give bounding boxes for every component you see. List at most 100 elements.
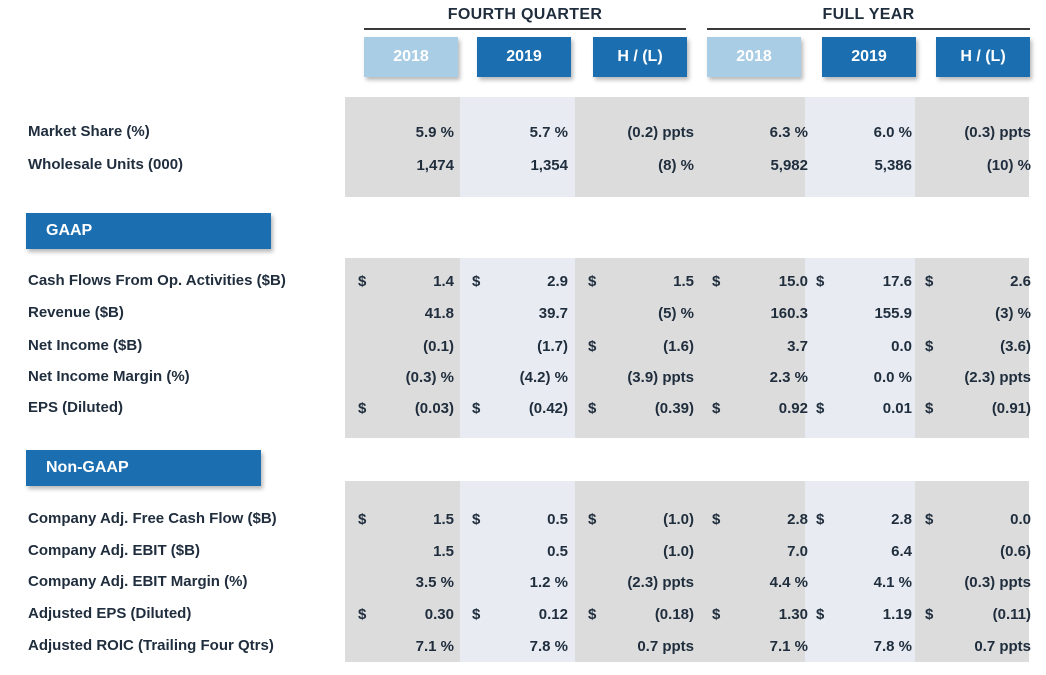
table-cell: $1.30 <box>706 604 814 624</box>
cell-value: (0.03) <box>414 399 454 417</box>
cell-value: 2.8 <box>787 510 808 528</box>
cell-value: 0.01 <box>882 399 912 417</box>
column-band <box>460 258 575 438</box>
row-label: Adjusted EPS (Diluted) <box>28 605 192 622</box>
cell-value: 0.92 <box>778 399 808 417</box>
currency-symbol: $ <box>472 510 481 528</box>
table-cell: (0.1) <box>352 336 460 356</box>
table-cell: 3.5 % <box>352 572 460 592</box>
row-label: Market Share (%) <box>28 123 150 140</box>
cell-value: 7.1 % <box>415 637 454 655</box>
currency-symbol: $ <box>712 605 721 623</box>
table-cell: (5) % <box>582 303 700 323</box>
column-band <box>575 481 703 662</box>
column-header: H / (L) <box>593 37 687 77</box>
table-cell: (0.6) <box>919 541 1037 561</box>
cell-value: 1.5 <box>673 272 694 290</box>
cell-value: 2.6 <box>1010 272 1031 290</box>
cell-value: 41.8 <box>424 304 454 322</box>
cell-value: (0.3) ppts <box>964 573 1031 591</box>
table-cell: $0.5 <box>466 509 574 529</box>
currency-symbol: $ <box>588 510 597 528</box>
cell-value: 7.8 % <box>873 637 912 655</box>
table-cell: (0.2) ppts <box>582 122 700 142</box>
currency-symbol: $ <box>925 272 934 290</box>
currency-symbol: $ <box>472 272 481 290</box>
table-cell: 1.2 % <box>466 572 574 592</box>
column-band <box>805 481 915 662</box>
table-cell: $17.6 <box>810 271 918 291</box>
cell-value: 15.0 <box>778 272 808 290</box>
column-header: H / (L) <box>936 37 1030 77</box>
column-band <box>575 258 703 438</box>
column-band <box>915 481 1029 662</box>
cell-value: (3.6) <box>1000 337 1031 355</box>
table-cell: 5.7 % <box>466 122 574 142</box>
row-label: Cash Flows From Op. Activities ($B) <box>28 272 286 289</box>
table-cell: (1.0) <box>582 541 700 561</box>
cell-value: 5.9 % <box>415 123 454 141</box>
cell-value: 0.7 ppts <box>974 637 1031 655</box>
currency-symbol: $ <box>925 399 934 417</box>
cell-value: 1.5 <box>433 510 454 528</box>
cell-value: 7.8 % <box>529 637 568 655</box>
table-cell: (0.3) % <box>352 367 460 387</box>
cell-value: (0.11) <box>992 605 1031 623</box>
table-cell: 0.5 <box>466 541 574 561</box>
table-cell: 3.7 <box>706 336 814 356</box>
cell-value: (1.7) <box>537 337 568 355</box>
table-cell: 7.1 % <box>706 636 814 656</box>
row-label: Net Income Margin (%) <box>28 368 190 385</box>
column-header: 2018 <box>364 37 458 77</box>
cell-value: (4.2) % <box>519 368 568 386</box>
table-cell: $2.8 <box>810 509 918 529</box>
table-cell: 7.0 <box>706 541 814 561</box>
table-cell: 5,982 <box>706 155 814 175</box>
cell-value: (0.3) % <box>405 368 454 386</box>
table-cell: 6.4 <box>810 541 918 561</box>
table-cell: $ (0.42) <box>466 398 574 418</box>
table-cell: 1.5 <box>352 541 460 561</box>
cell-value: (10) % <box>986 156 1031 174</box>
table-cell: $ (3.6) <box>919 336 1037 356</box>
cell-value: (0.3) ppts <box>964 123 1031 141</box>
table-cell: $ (0.39) <box>582 398 700 418</box>
column-band <box>703 97 805 197</box>
row-label: Company Adj. EBIT ($B) <box>28 542 200 559</box>
cell-value: 0.0 % <box>873 368 912 386</box>
column-band <box>345 258 460 438</box>
currency-symbol: $ <box>816 510 825 528</box>
table-cell: $1.19 <box>810 604 918 624</box>
cell-value: (3) % <box>995 304 1031 322</box>
currency-symbol: $ <box>358 605 367 623</box>
currency-symbol: $ <box>712 510 721 528</box>
cell-value: (1.0) <box>663 510 694 528</box>
table-cell: $0.92 <box>706 398 814 418</box>
cell-value: 7.0 <box>787 542 808 560</box>
table-cell: 39.7 <box>466 303 574 323</box>
column-band <box>460 481 575 662</box>
currency-symbol: $ <box>588 337 597 355</box>
currency-symbol: $ <box>816 272 825 290</box>
currency-symbol: $ <box>472 399 481 417</box>
table-cell: 5.9 % <box>352 122 460 142</box>
cell-value: 0.7 ppts <box>637 637 694 655</box>
table-cell: 0.7 ppts <box>919 636 1037 656</box>
table-cell: $ (0.03) <box>352 398 460 418</box>
table-cell: (2.3) ppts <box>582 572 700 592</box>
currency-symbol: $ <box>925 510 934 528</box>
table-cell: $ (0.18) <box>582 604 700 624</box>
table-cell: 6.3 % <box>706 122 814 142</box>
table-cell: (0.3) ppts <box>919 122 1037 142</box>
cell-value: 1,354 <box>530 156 568 174</box>
currency-symbol: $ <box>588 605 597 623</box>
cell-value: 5,982 <box>770 156 808 174</box>
row-label: Revenue ($B) <box>28 304 124 321</box>
table-cell: 7.8 % <box>810 636 918 656</box>
cell-value: (3.9) ppts <box>627 368 694 386</box>
table-cell: 155.9 <box>810 303 918 323</box>
cell-value: (0.39) <box>654 399 694 417</box>
cell-value: (0.42) <box>528 399 568 417</box>
group-underline <box>707 28 1030 30</box>
cell-value: 17.6 <box>882 272 912 290</box>
